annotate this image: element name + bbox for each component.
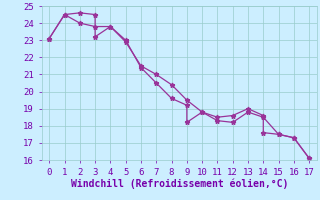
X-axis label: Windchill (Refroidissement éolien,°C): Windchill (Refroidissement éolien,°C) [70, 178, 288, 189]
